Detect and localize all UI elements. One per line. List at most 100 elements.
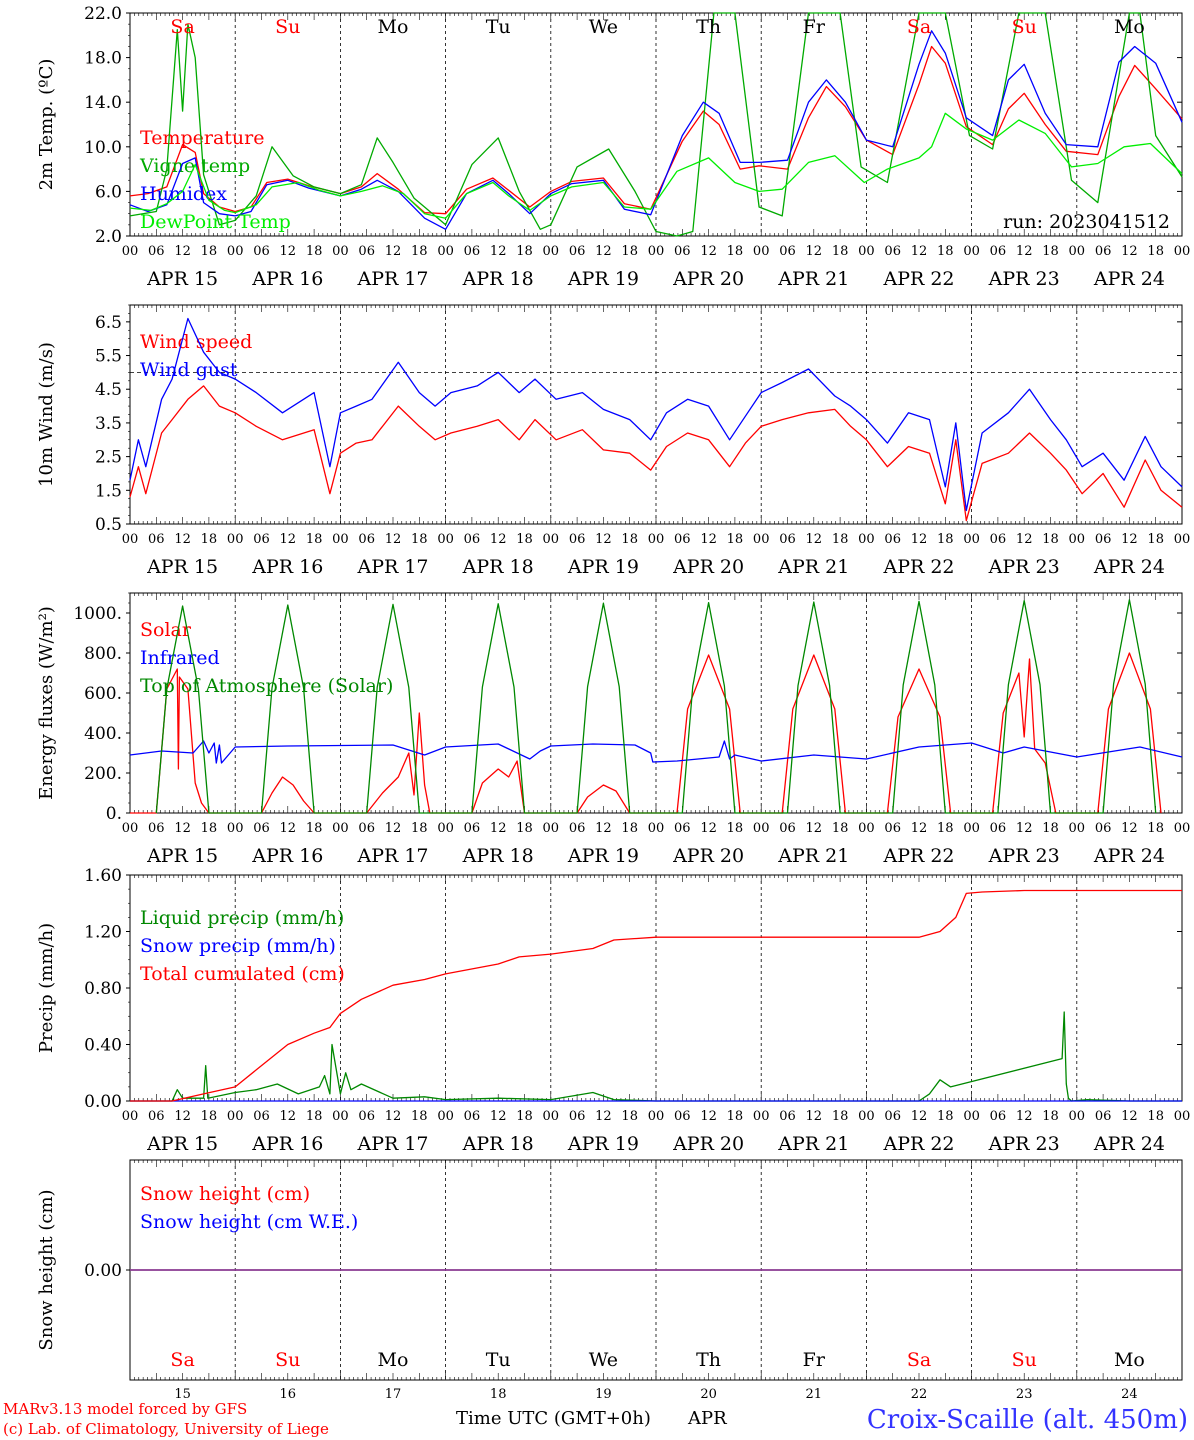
hour-label: 06 [779,244,796,259]
hour-label: 06 [990,1109,1007,1124]
hour-label: 06 [358,244,375,259]
weekday-label: Mo [378,1349,409,1371]
y-tick-label: 1.20 [84,923,122,943]
y-axis-label: 10m Wind (m/s) [36,342,57,487]
legend-entry: DewPoint Temp [140,211,291,233]
y-tick-label: 1.5 [95,481,122,501]
date-label: APR 15 [146,268,218,290]
hour-label: 00 [753,821,770,836]
hour-label: 18 [201,532,218,547]
hour-label: 12 [1016,532,1033,547]
hour-label: 18 [937,821,954,836]
hour-label: 06 [569,244,586,259]
hour-label: 06 [1095,1109,1112,1124]
hour-label: 00 [437,821,454,836]
date-label: APR 23 [988,556,1060,578]
hour-label: 18 [306,244,323,259]
y-tick-label: 4.5 [95,380,122,400]
hour-label: 12 [700,532,717,547]
hour-label: 00 [332,532,349,547]
hour-label: 18 [832,244,849,259]
weekday-label: Su [1012,1349,1037,1371]
date-label: APR 24 [1093,845,1165,867]
legend-entry: Snow precip (mm/h) [140,935,336,957]
hour-label: 12 [385,821,402,836]
series-line-1 [129,45,1183,215]
hour-label: 12 [700,821,717,836]
weekday-label: Su [275,16,300,38]
hour-label: 06 [990,244,1007,259]
date-label: APR 15 [146,556,218,578]
hour-label: 00 [1174,1109,1191,1124]
weekday-label: Su [275,1349,300,1371]
hour-label: 00 [1174,244,1191,259]
date-label: APR 21 [777,1133,849,1155]
weekday-label: Fr [803,1349,826,1371]
hour-label: 12 [806,1109,823,1124]
series-line-1 [130,1011,1182,1102]
hour-label: 18 [832,821,849,836]
series-line-1 [129,385,1183,522]
hour-label: 12 [1121,821,1138,836]
hour-label: 18 [937,1109,954,1124]
date-label: APR 16 [251,845,323,867]
hour-label: 18 [306,1109,323,1124]
series-line-2 [129,317,1183,512]
hour-label: 00 [1069,532,1086,547]
hour-label: 00 [648,532,665,547]
hour-label: 12 [280,532,297,547]
weekday-label: Th [696,1349,721,1371]
hour-label: 00 [753,244,770,259]
hour-label: 12 [490,821,507,836]
hour-label: 00 [1069,1109,1086,1124]
date-label: APR 19 [567,556,639,578]
legend-entry: Solar [140,619,192,641]
legend-entry: Wind gust [140,359,238,381]
hour-label: 00 [122,1109,139,1124]
hour-label: 12 [1121,244,1138,259]
date-label: APR 22 [882,268,954,290]
weekday-label: Mo [1114,16,1145,38]
hour-label: 12 [806,821,823,836]
hour-label: 06 [990,821,1007,836]
y-tick-label: 3.5 [95,414,122,434]
hour-label: 00 [227,1109,244,1124]
hour-label: 06 [674,821,691,836]
hour-label: 18 [1147,532,1164,547]
hour-label: 12 [595,1109,612,1124]
hour-label: 06 [569,1109,586,1124]
weekday-label: Sa [907,1349,931,1371]
hour-label: 00 [543,1109,560,1124]
hour-label: 00 [1069,244,1086,259]
hour-label: 12 [490,532,507,547]
hour-label: 00 [753,532,770,547]
hour-label: 18 [832,532,849,547]
hour-label: 06 [148,532,165,547]
series-line-3 [155,599,1157,814]
hour-label: 18 [727,821,744,836]
hour-label: 18 [306,821,323,836]
hour-label: 18 [621,244,638,259]
hour-label: 06 [253,821,270,836]
weekday-label: Mo [1114,1349,1145,1371]
panel-2: 0.5 1.5 2.5 3.5 4.5 5.5 6.5 10m Wind (m/s) Wind … [36,304,1190,578]
hour-label: 18 [201,244,218,259]
hour-label: 00 [648,1109,665,1124]
hour-label: 18 [727,1109,744,1124]
hour-label: 00 [858,244,875,259]
hour-label: 00 [543,244,560,259]
hour-label: 00 [122,532,139,547]
hour-label: 18 [1147,821,1164,836]
date-number: 16 [280,1387,297,1402]
date-number: 24 [1121,1387,1138,1402]
date-number: 17 [385,1387,402,1402]
hour-label: 12 [911,532,928,547]
date-number: 23 [1016,1387,1033,1402]
hour-label: 00 [332,821,349,836]
y-tick-label: 200. [84,764,122,784]
hour-label: 18 [516,532,533,547]
y-axis-label: Snow height (cm) [36,1189,57,1350]
date-label: APR 21 [777,556,849,578]
y-tick-label: 6.5 [95,313,122,333]
hour-label: 06 [990,532,1007,547]
